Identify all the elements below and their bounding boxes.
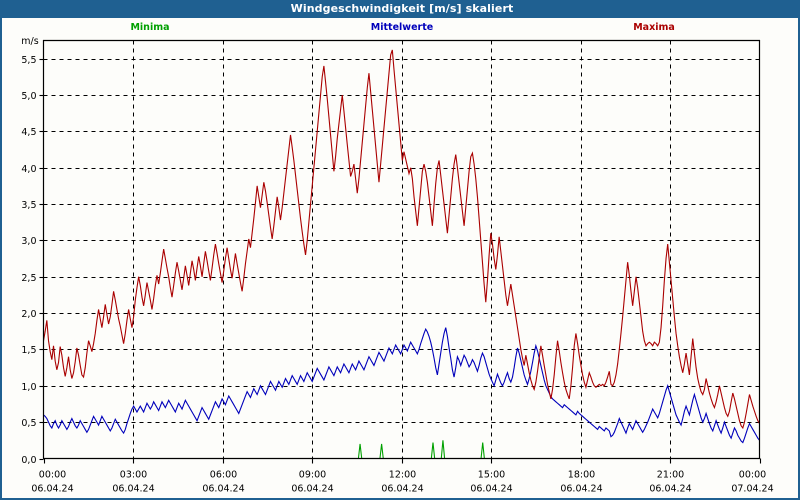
y-tick-label: 4,0 (21, 164, 36, 175)
legend-item-mittelwerte: Mittelwerte (370, 22, 434, 33)
legend-item-maxima: Maxima (633, 22, 675, 33)
x-tick-label-time: 00:00 (39, 470, 66, 481)
x-tick-label-time: 03:00 (120, 470, 147, 481)
y-axis-unit-label: m/s (21, 36, 38, 47)
x-tick-label-date: 06.04.24 (112, 484, 154, 495)
y-tick-label: 2,5 (21, 273, 36, 284)
x-tick-label-date: 06.04.24 (470, 484, 512, 495)
legend-item-minima: Minima (130, 22, 170, 33)
y-tick-label: 0,5 (21, 418, 36, 429)
plot-background (43, 40, 760, 458)
x-tick-label-time: 09:00 (299, 470, 326, 481)
y-tick-label: 5,0 (21, 91, 36, 102)
y-axis-ticks: 0,0 0,5 1,0 1,5 2,0 2,5 3,0 3,5 4,0 4,5 5,0 5,5 (21, 55, 44, 466)
y-tick-label: 3,0 (21, 236, 36, 247)
x-tick-label-date: 06.04.24 (649, 484, 691, 495)
x-tick-label-time: 15:00 (478, 470, 505, 481)
series-line-mittelwerte (43, 327, 760, 444)
legend: Minima Mittelwerte Maxima (2, 22, 800, 36)
vertical-gridlines (133, 40, 671, 459)
series-line-maxima (42, 49, 760, 430)
y-tick-label: 0,0 (21, 455, 36, 466)
x-tick-label-date: 06.04.24 (560, 484, 602, 495)
y-tick-label: 1,0 (21, 382, 36, 393)
x-tick-label-time: 06:00 (210, 470, 237, 481)
x-tick-label-date: 06.04.24 (202, 484, 244, 495)
x-tick-label-time: 18:00 (568, 470, 595, 481)
x-tick-label-time: 12:00 (389, 470, 416, 481)
y-tick-label: 2,0 (21, 309, 36, 320)
x-tick-label-time: 21:00 (657, 470, 684, 481)
page-title: Windgeschwindigkeit [m/s] skaliert (290, 2, 514, 15)
x-axis-ticks: 00:00 06.04.24 03:00 06.04.24 06:00 06.04.24 0… (31, 458, 774, 495)
window-title-bar: Windgeschwindigkeit [m/s] skaliert (2, 0, 800, 18)
y-tick-label: 3,5 (21, 200, 36, 211)
x-tick-label-date: 06.04.24 (31, 484, 73, 495)
x-tick-label-date: 07.04.24 (731, 484, 773, 495)
wind-speed-line-chart: 0,0 0,5 1,0 1,5 2,0 2,5 3,0 3,5 4,0 4,5 5,0 5,5 00:… (21, 36, 774, 495)
y-tick-label: 1,5 (21, 345, 36, 356)
x-tick-label-date: 06.04.24 (381, 484, 423, 495)
x-tick-label-date: 06.04.24 (291, 484, 333, 495)
y-tick-label: 5,5 (21, 55, 36, 66)
x-tick-label-time: 00:00 (739, 470, 766, 481)
chart-area: 0,0 0,5 1,0 1,5 2,0 2,5 3,0 3,5 4,0 4,5 5,0 5,5 00:… (2, 18, 798, 496)
y-tick-label: 4,5 (21, 127, 36, 138)
